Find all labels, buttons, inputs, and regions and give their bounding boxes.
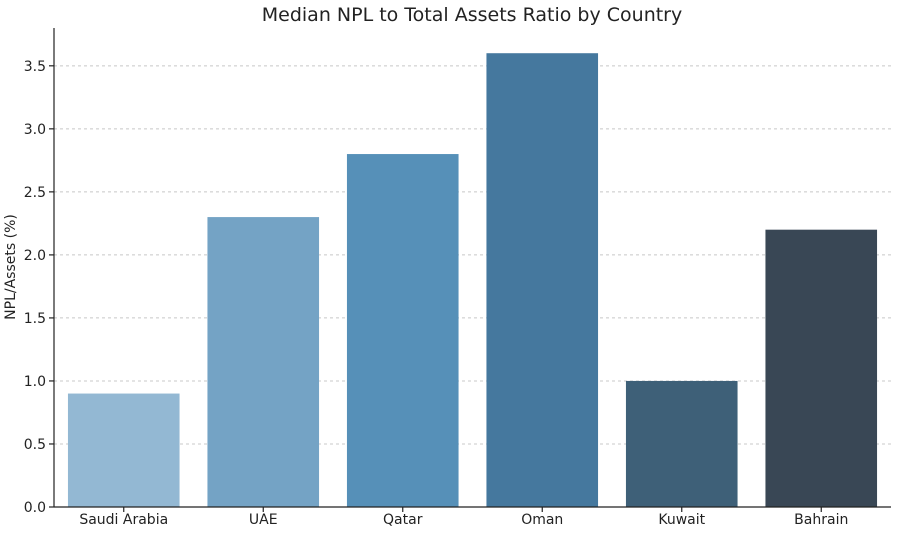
bar-uae [207, 217, 320, 507]
bar-oman [486, 53, 599, 508]
gridlines [54, 65, 891, 445]
x-tick-label: UAE [249, 512, 278, 528]
bar-bahrain [765, 229, 878, 507]
bar-kuwait [625, 380, 738, 507]
y-tick-label: 1.5 [24, 311, 46, 327]
bars [67, 53, 878, 508]
y-tick-label: 3.5 [24, 59, 46, 75]
y-tick-label: 2.5 [24, 185, 46, 201]
x-tick-label: Kuwait [658, 512, 705, 528]
chart-title: Median NPL to Total Assets Ratio by Coun… [262, 4, 683, 26]
x-tick-label: Oman [521, 512, 563, 528]
y-tick-label: 0.0 [24, 500, 46, 516]
y-tick-label: 2.0 [24, 248, 46, 264]
y-tick-label: 0.5 [24, 437, 46, 453]
x-tick-label: Saudi Arabia [79, 512, 168, 528]
y-axis-label: NPL/Assets (%) [3, 214, 19, 320]
bar-qatar [346, 154, 459, 508]
axes [53, 28, 891, 508]
x-axis-ticks: Saudi Arabia UAE Qatar Oman Kuwait Bahrain [79, 507, 848, 528]
bar-saudi-arabia [67, 393, 180, 507]
y-tick-label: 3.0 [24, 122, 46, 138]
x-tick-label: Qatar [383, 512, 423, 528]
x-tick-label: Bahrain [794, 512, 848, 528]
y-tick-label: 1.0 [24, 374, 46, 390]
y-axis-ticks: 0.0 0.5 1.0 1.5 2.0 2.5 3.0 3.5 [24, 59, 54, 516]
